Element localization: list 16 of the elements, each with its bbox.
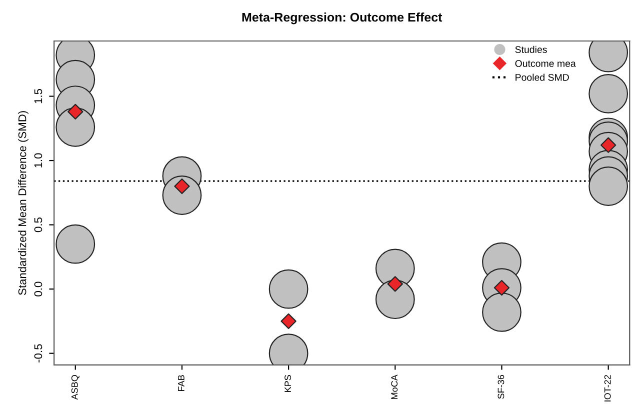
y-tick-label: 1.0 [34,153,42,168]
x-tick-label: MoCA [391,374,398,399]
x-tick-label: SF-36 [498,375,504,399]
x-tick-label: KPS [284,375,291,392]
chart-title: Meta-Regression: Outcome Effect [242,12,442,24]
y-axis-title: Standardized Mean Difference (SMD) [18,111,28,295]
x-tick-label: IOT-22 [604,375,611,402]
legend-label: Studies [515,46,547,53]
x-tick-label: ASBQ [71,375,80,400]
x-tick-label: FAB [178,375,184,391]
legend-label: Pooled SMD [516,74,569,81]
y-tick-label: 0.5 [34,218,42,232]
y-tick-label: -0.5 [34,344,42,362]
y-tick-label: 0.0 [34,282,42,296]
y-tick-label: 1.5 [34,89,42,104]
legend-label: Outcome mea [515,60,576,67]
